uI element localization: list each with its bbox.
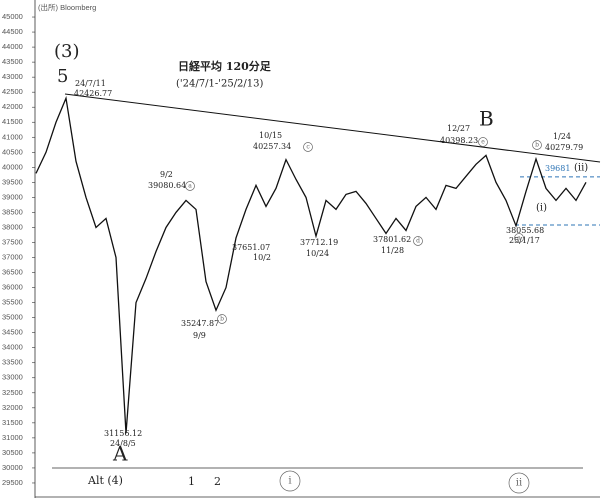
- annotation: ii: [516, 478, 522, 489]
- y-tick-label: 30500: [2, 448, 23, 457]
- annotation: B: [479, 107, 494, 131]
- y-tick-label: 33000: [2, 373, 23, 382]
- y-tick-label: 37500: [2, 237, 23, 246]
- y-tick-label: 36500: [2, 268, 23, 277]
- y-tick-label: 40000: [2, 162, 23, 171]
- annotation: 25/1/17: [509, 236, 540, 245]
- y-tick-label: 41000: [2, 132, 23, 141]
- price-line: [35, 95, 587, 434]
- annotation: 35247.87: [181, 319, 219, 328]
- annotation: (ii): [574, 163, 588, 174]
- annotation: 5: [57, 66, 68, 87]
- y-tick-label: 34000: [2, 343, 23, 352]
- y-tick-label: 39500: [2, 177, 23, 186]
- y-tick-label: 44000: [2, 42, 23, 51]
- y-tick-label: 36000: [2, 283, 23, 292]
- annotation-circle: [303, 142, 313, 152]
- y-tick-label: 31500: [2, 418, 23, 427]
- y-tick-label: 42500: [2, 87, 23, 96]
- annotation: 10/15: [259, 131, 282, 140]
- annotation: e: [481, 139, 485, 146]
- annotation: 12/27: [447, 124, 470, 133]
- annotation: 1/24: [553, 132, 571, 141]
- annotation: A: [112, 442, 128, 466]
- y-tick-label: 30000: [2, 463, 23, 472]
- annotation: 37801.62: [373, 235, 411, 244]
- annotation: 24/8/5: [110, 439, 136, 448]
- annotation-circle: [508, 472, 530, 494]
- annotation: 40398.23: [440, 136, 478, 145]
- annotation: (3): [54, 41, 80, 62]
- annotation: d: [416, 238, 420, 245]
- annotation: 40257.34: [253, 142, 291, 151]
- level-label: 39681: [545, 164, 570, 173]
- annotation-circle: [478, 137, 488, 147]
- y-tick-label: 34500: [2, 328, 23, 337]
- annotation: b: [535, 142, 539, 149]
- annotation: b: [220, 316, 224, 323]
- annotation: 38055.68: [506, 226, 544, 235]
- trend-line: [64, 93, 601, 163]
- y-tick-label: 31000: [2, 433, 23, 442]
- annotation: 9/2: [160, 170, 173, 179]
- y-tick-label: 38000: [2, 222, 23, 231]
- y-tick-label: 32500: [2, 388, 23, 397]
- annotation: 31156.12: [104, 429, 142, 438]
- annotation-circle: [185, 181, 195, 191]
- annotation-circle: [514, 233, 524, 243]
- y-tick-label: 45000: [2, 12, 23, 21]
- y-tick-label: 38500: [2, 207, 23, 216]
- annotation: 39080.64: [148, 181, 186, 190]
- y-tick-label: 39000: [2, 192, 23, 201]
- y-tick-label: 42000: [2, 102, 23, 111]
- y-tick-label: 43500: [2, 57, 23, 66]
- annotation: 37712.19: [300, 238, 338, 247]
- annotation: 10/24: [306, 249, 329, 258]
- annotation: 24/7/11: [75, 79, 106, 88]
- annotation: (i): [536, 203, 547, 214]
- y-tick-label: 32000: [2, 403, 23, 412]
- y-tick-label: 35500: [2, 298, 23, 307]
- annotation: 1: [188, 475, 195, 488]
- y-tick-label: 40500: [2, 147, 23, 156]
- annotation: 10/2: [253, 253, 271, 262]
- y-tick-label: 33500: [2, 358, 23, 367]
- annotation: 2: [214, 475, 221, 488]
- annotation: 42426.77: [74, 89, 112, 98]
- annotation: a: [517, 235, 521, 242]
- annotation: 40279.79: [545, 143, 583, 152]
- annotation: c: [306, 144, 310, 151]
- annotation: Alt (4): [87, 474, 123, 487]
- y-tick-label: 35000: [2, 313, 23, 322]
- y-tick-label: 43000: [2, 72, 23, 81]
- annotation-circle: [279, 470, 301, 492]
- y-tick-label: 41500: [2, 117, 23, 126]
- y-tick-label: 29500: [2, 478, 23, 487]
- chart-title: 日経平均 120分足: [178, 59, 272, 73]
- annotation: 37651.07: [232, 243, 270, 252]
- annotation-circle: [217, 314, 227, 324]
- source: (出所) Bloomberg: [38, 2, 96, 12]
- annotation: 9/9: [193, 331, 206, 340]
- annotation-circle: [532, 140, 542, 150]
- annotation: i: [288, 476, 291, 487]
- y-tick-label: 44500: [2, 27, 23, 36]
- annotation-circle: [413, 236, 423, 246]
- y-tick-label: 37000: [2, 252, 23, 261]
- annotation: a: [188, 183, 192, 190]
- chart-subtitle: ('24/7/1-'25/2/13): [176, 79, 264, 90]
- annotation: 11/28: [381, 246, 404, 255]
